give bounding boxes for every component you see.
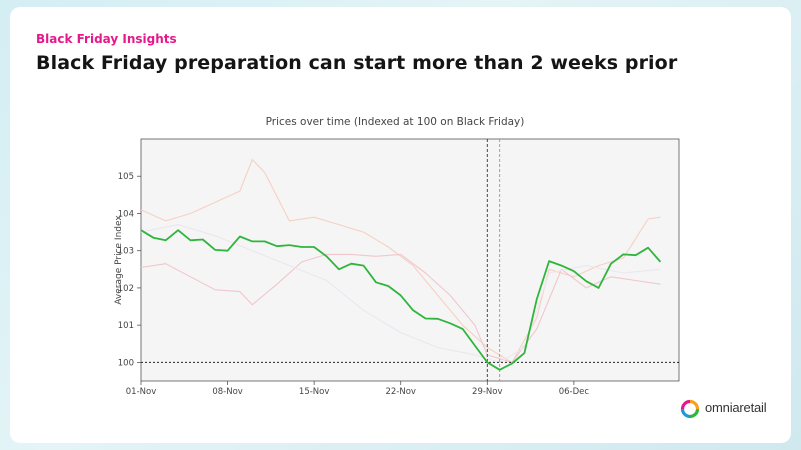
x-tick-label: 29-Nov xyxy=(472,387,502,397)
slide-eyebrow: Black Friday Insights xyxy=(36,32,177,46)
y-tick-label: 100 xyxy=(118,358,134,368)
plot-area xyxy=(140,138,680,382)
brand-logo: omniaretail xyxy=(678,397,778,421)
y-tick-label: 103 xyxy=(118,247,134,257)
x-tick-label: 06-Dec xyxy=(559,387,590,397)
x-tick-label: 01-Nov xyxy=(126,387,156,397)
y-tick-label: 104 xyxy=(118,209,134,219)
x-tick-label: 22-Nov xyxy=(385,387,415,397)
x-tick-label: 15-Nov xyxy=(299,387,329,397)
y-tick-label: 105 xyxy=(118,172,134,182)
y-tick-label: 101 xyxy=(118,321,134,331)
slide-headline: Black Friday preparation can start more … xyxy=(36,52,678,74)
series-line-highlight xyxy=(140,229,662,371)
x-tick-label: 08-Nov xyxy=(212,387,242,397)
ring-logo-icon xyxy=(680,399,700,419)
y-axis-label: Average Price Index xyxy=(114,215,124,305)
y-tick-label: 102 xyxy=(118,284,134,294)
brand-logo-text: omniaretail xyxy=(705,400,767,415)
series-line-background xyxy=(140,253,661,363)
chart-title: Prices over time (Indexed at 100 on Blac… xyxy=(266,116,525,128)
